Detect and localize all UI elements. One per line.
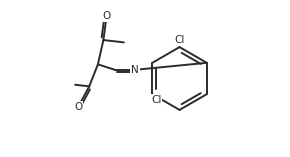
Text: O: O [74, 102, 82, 112]
Text: Cl: Cl [174, 35, 185, 45]
Text: O: O [102, 11, 111, 22]
Text: Cl: Cl [151, 95, 162, 105]
Text: N: N [131, 65, 139, 75]
